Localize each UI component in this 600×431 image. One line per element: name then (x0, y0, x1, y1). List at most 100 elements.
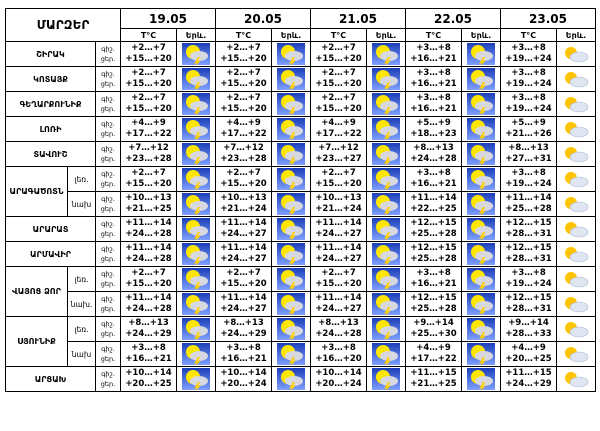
day-temp: +24…+27 (315, 304, 362, 314)
night-temp: +10…+13 (220, 193, 267, 203)
region-row: նախ գիշ. ցեր. +10…+13 +21…+25 +10…+13 +21…+24 +… (6, 191, 597, 217)
weather-icon (467, 293, 496, 315)
temp-cell: +10…+13 +21…+25 (120, 191, 178, 217)
temp-cell: +4…+9 +20…+25 (500, 341, 558, 367)
day-temp: +15…+20 (220, 279, 267, 289)
day-temp: +23…+27 (315, 154, 362, 164)
date-row: ՄԱՐԶԵՐ 19.05 20.05 21.05 22.05 23.05 (4, 8, 597, 42)
night-temp: +11…+14 (220, 218, 267, 228)
temp-cell: +4…+9 +17…+22 (405, 341, 463, 367)
night-temp: +2…+7 (131, 68, 166, 78)
temp-header: T°C (500, 28, 558, 42)
icon-cell (556, 91, 597, 117)
temp-cell: +3…+8 +16…+21 (405, 66, 463, 92)
temp-cell: +5…+9 +18…+23 (405, 116, 463, 142)
temp-cell: +8…+13 +27…+31 (500, 141, 558, 167)
temp-cell: +10…+13 +21…+24 (215, 191, 273, 217)
temp-cell: +7…+12 +23…+28 (120, 141, 178, 167)
night-temp: +4…+9 (511, 343, 546, 353)
weather-icon (182, 268, 211, 290)
night-temp: +2…+7 (321, 268, 356, 278)
icon-cell (366, 141, 407, 167)
night-temp: +3…+8 (416, 43, 451, 53)
period-label: ցեր. (100, 280, 116, 288)
icon-cell (366, 166, 407, 192)
temp-cell: +2…+7 +15…+20 (310, 91, 368, 117)
region-name: ԱՐՑԱԽ (5, 366, 96, 392)
weather-icon (182, 68, 211, 90)
day-temp: +16…+20 (315, 354, 362, 364)
day-temp: +19…+24 (505, 79, 552, 89)
night-temp: +3…+8 (511, 268, 546, 278)
weather-icon (372, 368, 401, 390)
icon-cell (271, 316, 312, 342)
night-temp: +3…+8 (511, 93, 546, 103)
night-temp: +10…+14 (125, 368, 172, 378)
night-temp: +5…+9 (511, 118, 546, 128)
period-labels: գիշ. ցեր. (94, 216, 122, 242)
period-label: գիշ. (101, 45, 115, 53)
region-row: ԿՈՏԱՅՔ գիշ. ցեր. +2…+7 +15…+20 +2…+7 +15…+20 +2… (5, 66, 597, 92)
icon-cell (271, 191, 312, 217)
temp-cell: +10…+14 +20…+24 (215, 366, 273, 392)
night-temp: +2…+7 (226, 168, 261, 178)
region-name: ՍՅՈՒՆԻՔ (5, 316, 68, 367)
weather-icon (182, 93, 211, 115)
temp-cell: +2…+7 +15…+20 (215, 266, 273, 292)
night-temp: +8…+13 (128, 318, 169, 328)
night-temp: +4…+9 (226, 118, 261, 128)
weather-icon (372, 143, 401, 165)
night-temp: +2…+7 (226, 93, 261, 103)
icon-cell (461, 66, 502, 92)
weather-icon (565, 122, 589, 138)
weather-icon (467, 143, 496, 165)
day-temp: +20…+24 (220, 379, 267, 389)
period-label: ցեր. (100, 105, 116, 113)
icon-cell (366, 341, 407, 367)
weather-icon (565, 347, 589, 363)
date-header: 19.05 (120, 8, 217, 29)
region-name: ՏԱՎՈՒՇ (5, 141, 96, 167)
weather-icon (467, 218, 496, 240)
day-temp: +15…+20 (315, 79, 362, 89)
day-temp: +17…+22 (410, 354, 457, 364)
region-row: ԼՈՌԻ գիշ. ցեր. +4…+9 +17…+22 +4…+9 +17…+22 +4…+… (5, 116, 597, 142)
night-temp: +11…+15 (410, 368, 457, 378)
temp-cell: +11…+14 +24…+27 (215, 241, 273, 267)
weather-icon (182, 318, 211, 340)
icon-cell (366, 216, 407, 242)
temp-cell: +3…+8 +19…+24 (500, 41, 558, 67)
weather-icon (277, 243, 306, 265)
temp-cell: +2…+7 +15…+20 (120, 266, 178, 292)
weather-icon (565, 147, 589, 163)
day-temp: +25…+28 (410, 254, 457, 264)
temp-cell: +2…+7 +15…+20 (310, 66, 368, 92)
icon-cell (556, 116, 597, 142)
period-label: գիշ. (101, 295, 115, 303)
weather-icon (467, 68, 496, 90)
night-temp: +2…+7 (321, 43, 356, 53)
night-temp: +2…+7 (131, 93, 166, 103)
region-row: ԳԵՂԱՐՔՈՒՆԻՔ գիշ. ցեր. +2…+7 +15…+20 +2…+7 +15…… (5, 91, 597, 117)
icon-cell (461, 91, 502, 117)
temp-cell: +2…+7 +15…+20 (120, 91, 178, 117)
weather-icon (565, 372, 589, 388)
forecast-table: ՄԱՐԶԵՐ 19.05 20.05 21.05 22.05 23.05 T°C Երև. T… (4, 8, 597, 392)
day-temp: +19…+24 (505, 54, 552, 64)
day-temp: +23…+28 (220, 154, 267, 164)
night-temp: +2…+7 (321, 168, 356, 178)
night-temp: +2…+7 (131, 168, 166, 178)
period-labels: գիշ. ցեր. (94, 266, 122, 292)
day-temp: +21…+24 (315, 204, 362, 214)
icon-cell (556, 366, 597, 392)
day-temp: +15…+20 (315, 279, 362, 289)
night-temp: +8…+13 (318, 318, 359, 328)
temp-cell: +12…+15 +25…+28 (405, 241, 463, 267)
icon-cell (176, 341, 217, 367)
icon-cell (461, 266, 502, 292)
weather-icon (277, 368, 306, 390)
day-temp: +23…+28 (125, 154, 172, 164)
sub-region: նախ. (67, 291, 96, 317)
night-temp: +2…+7 (226, 268, 261, 278)
